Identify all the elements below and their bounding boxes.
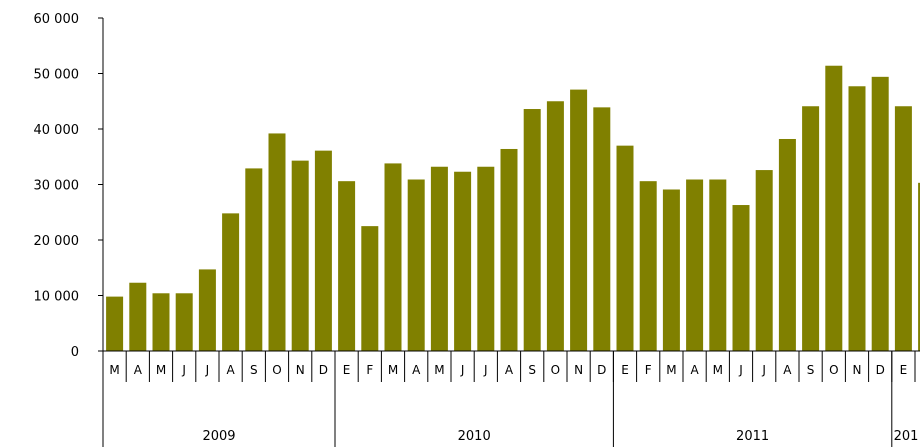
bar-31	[802, 106, 820, 352]
month-label: O	[272, 363, 281, 377]
month-label: D	[876, 363, 885, 377]
y-tick-label: 40 000	[34, 123, 80, 138]
month-label: M	[156, 363, 166, 377]
month-label: J	[738, 363, 743, 377]
bar-19	[523, 109, 541, 352]
bar-20	[546, 101, 564, 351]
month-label: M	[434, 363, 444, 377]
month-label: M	[713, 363, 723, 377]
bar-3	[152, 293, 170, 351]
bar-7	[245, 168, 263, 351]
month-label: A	[505, 363, 514, 377]
y-tick-label: 20 000	[34, 234, 80, 249]
month-label: M	[109, 363, 119, 377]
year-label: 2010	[458, 429, 491, 444]
year-label: 201	[894, 429, 919, 444]
x-axis: MAMJJASONDEFMAMJJASONDEFMAMJJASONDEF2009…	[102, 350, 920, 447]
bar-5	[198, 269, 216, 351]
bar-27	[709, 179, 727, 351]
y-axis: 0 10 000 20 000 30 000 40 000 50 000 60 000	[34, 12, 104, 360]
month-label: S	[528, 363, 536, 377]
year-label: 2011	[736, 429, 769, 444]
month-label: J	[761, 363, 766, 377]
month-label: E	[343, 363, 351, 377]
month-label: A	[226, 363, 235, 377]
bar-35	[894, 106, 912, 352]
bar-17	[477, 166, 495, 351]
y-tick-label: 60 000	[34, 12, 80, 27]
y-tick-label: 0	[71, 345, 79, 360]
bar-26	[686, 179, 704, 351]
month-label: E	[900, 363, 908, 377]
month-label: F	[645, 363, 652, 377]
month-label: A	[690, 363, 699, 377]
month-label: O	[551, 363, 560, 377]
month-label: S	[807, 363, 815, 377]
bar-23	[616, 145, 634, 351]
month-label: A	[783, 363, 792, 377]
bars	[106, 65, 920, 352]
bar-33	[848, 86, 866, 351]
month-label: M	[388, 363, 398, 377]
month-label: J	[181, 363, 186, 377]
month-label: N	[853, 363, 862, 377]
month-label: A	[134, 363, 143, 377]
bar-6	[222, 213, 240, 351]
bar-11	[338, 181, 356, 351]
bar-24	[639, 181, 657, 351]
bar-28	[732, 205, 750, 351]
bar-25	[662, 189, 680, 351]
bar-30	[778, 138, 796, 351]
month-label: J	[483, 363, 488, 377]
bar-1	[106, 296, 124, 351]
bar-16	[454, 171, 472, 351]
y-tick-label: 50 000	[34, 68, 80, 83]
bar-8	[268, 133, 286, 351]
y-tick-label: 10 000	[34, 290, 80, 305]
year-label: 2009	[202, 429, 235, 444]
month-label: F	[366, 363, 373, 377]
bar-34	[871, 76, 889, 351]
month-label: O	[829, 363, 838, 377]
month-label: M	[666, 363, 676, 377]
y-tick-label: 30 000	[34, 179, 80, 194]
bar-15	[430, 166, 448, 351]
month-label: E	[621, 363, 629, 377]
month-label: J	[460, 363, 465, 377]
bar-32	[825, 65, 843, 351]
month-label: S	[250, 363, 258, 377]
month-label: D	[319, 363, 328, 377]
month-label: D	[597, 363, 606, 377]
bar-4	[175, 293, 193, 351]
bar-2	[129, 282, 147, 351]
month-label: A	[412, 363, 421, 377]
bar-10	[314, 150, 332, 351]
month-label: N	[296, 363, 305, 377]
bar-21	[570, 89, 588, 351]
bar-13	[384, 163, 402, 351]
bar-14	[407, 179, 425, 351]
bar-9	[291, 160, 309, 351]
bar-22	[593, 107, 611, 351]
bar-18	[500, 148, 518, 351]
bar-12	[361, 226, 379, 351]
bar-36	[918, 182, 920, 351]
month-label: J	[205, 363, 210, 377]
month-label: N	[574, 363, 583, 377]
bar-29	[755, 170, 773, 351]
